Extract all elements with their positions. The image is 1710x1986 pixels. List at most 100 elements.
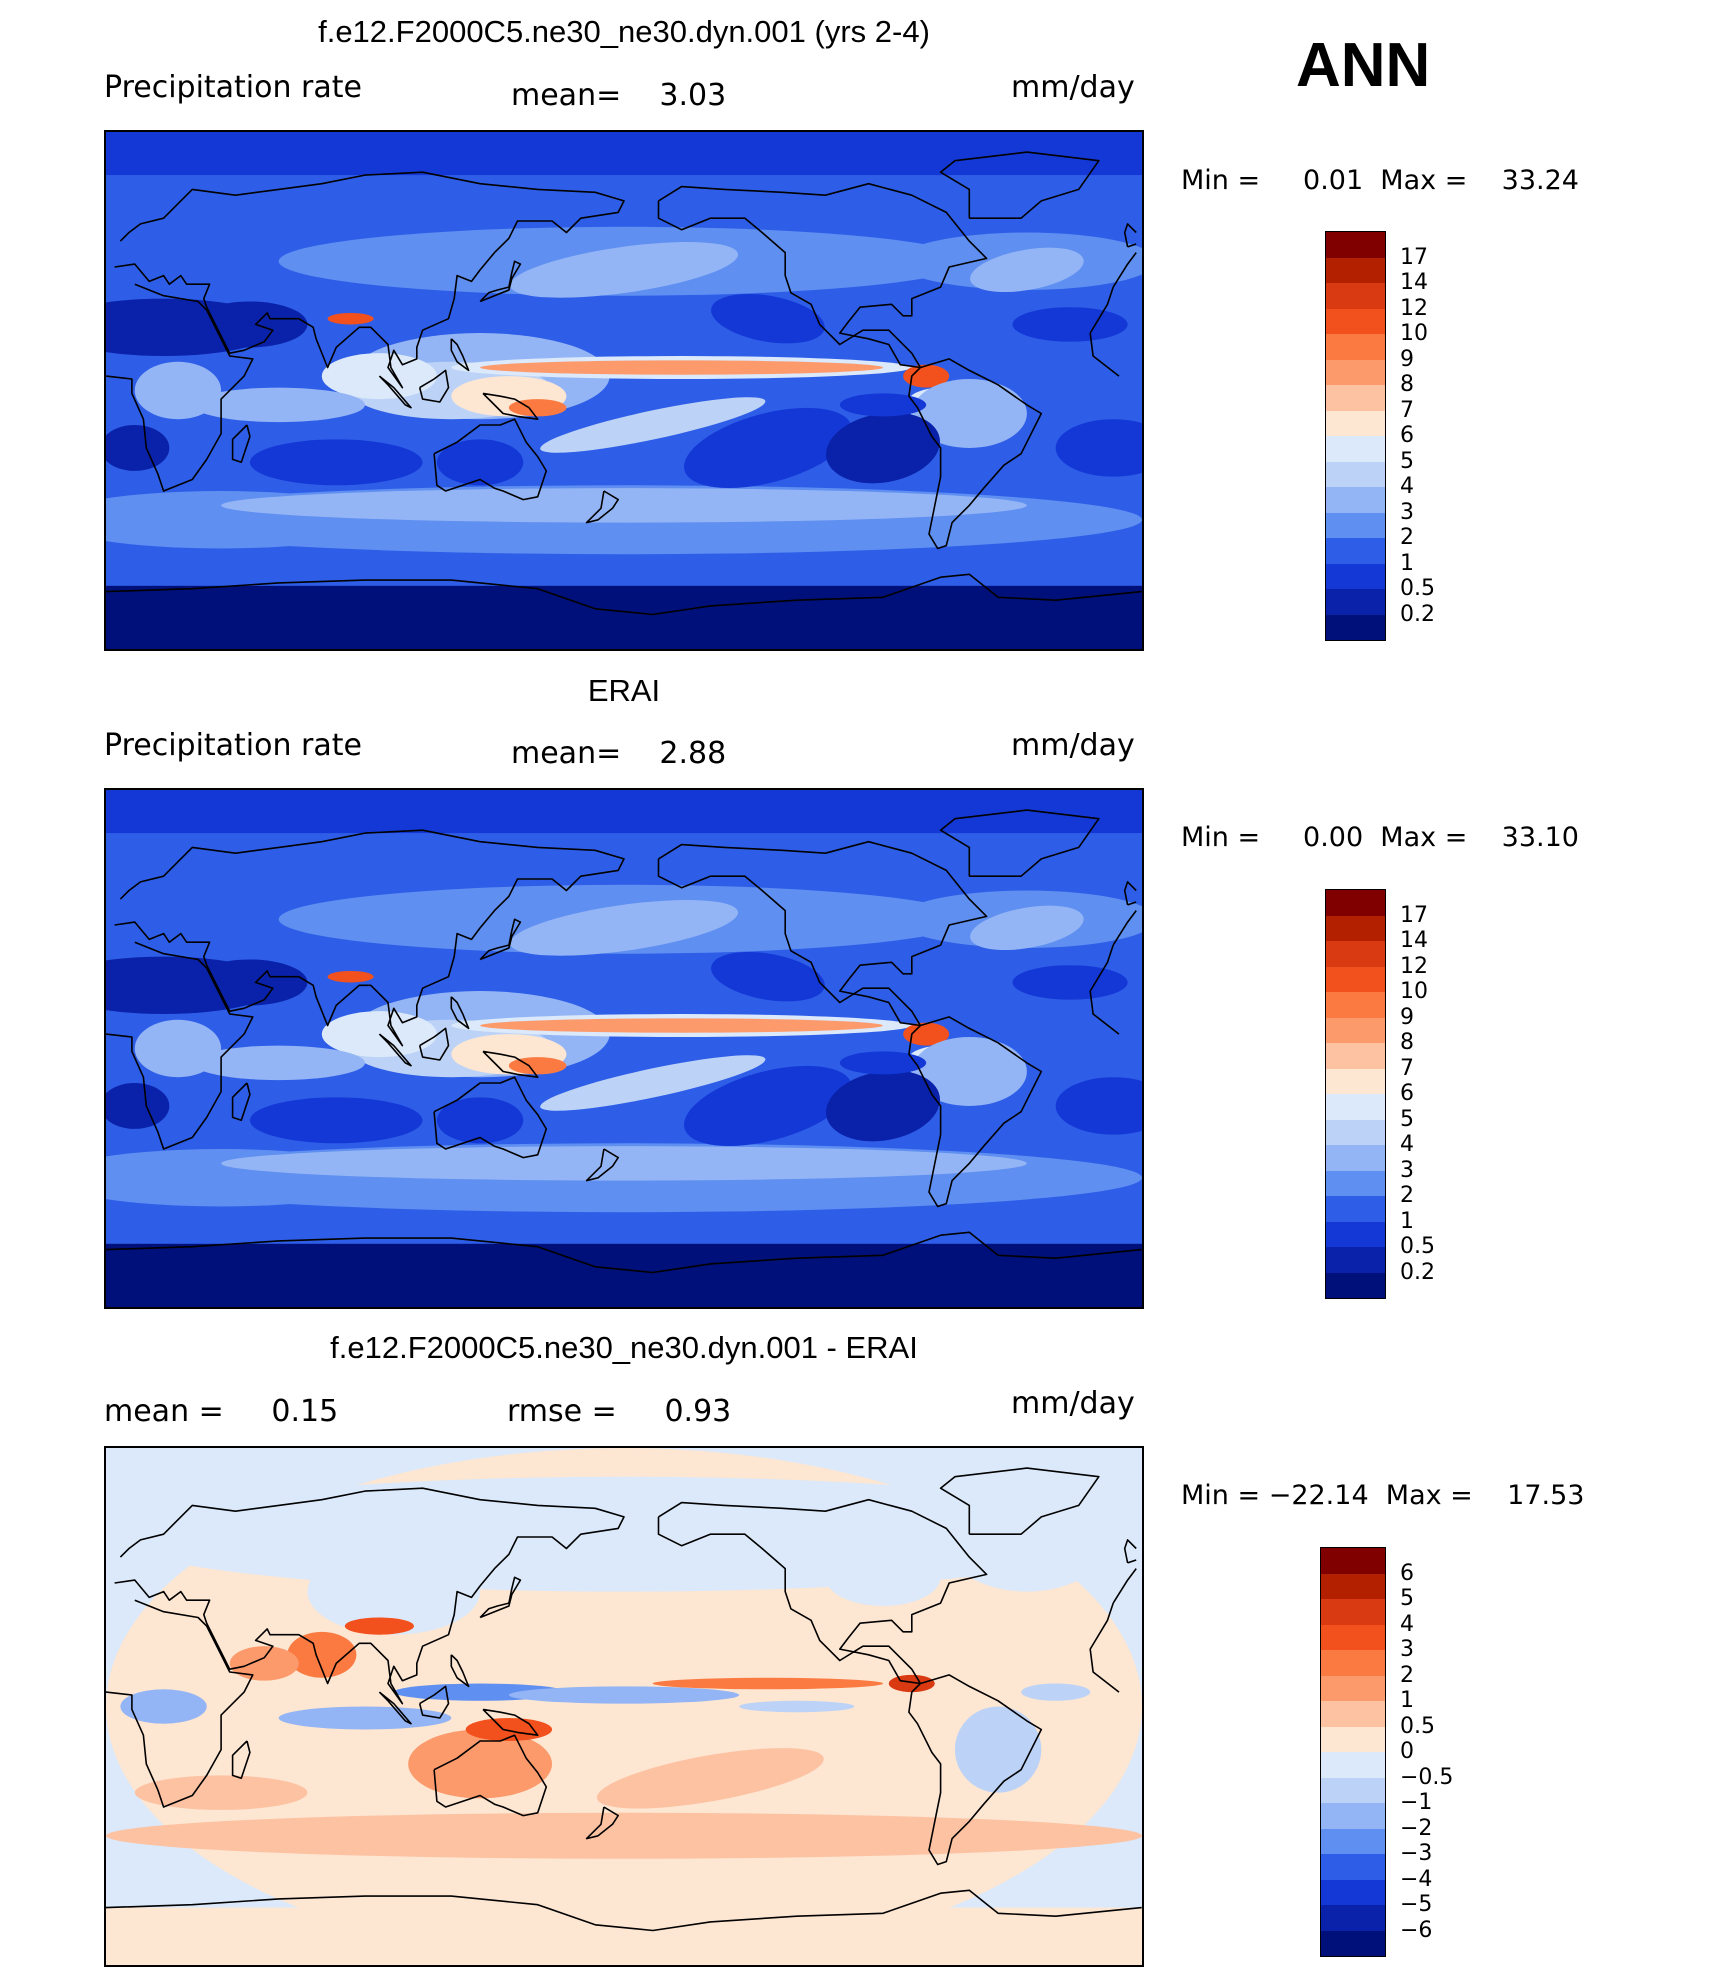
colorbar-swatch — [1321, 1650, 1385, 1677]
precip-region — [509, 900, 739, 956]
difference-map-svg — [106, 1448, 1142, 1965]
precip-region — [1055, 419, 1142, 477]
colorbar-label: 3 — [1400, 1157, 1414, 1183]
precip-region — [903, 1022, 950, 1046]
colorbar-swatch — [1321, 1854, 1385, 1881]
colorbar-swatch — [1326, 257, 1385, 284]
colorbar-label: 17 — [1400, 902, 1428, 928]
colorbar-swatch — [1326, 915, 1385, 942]
colorbar-label: 5 — [1400, 1106, 1414, 1132]
colorbar-swatch — [1326, 487, 1385, 514]
colorbar-swatch — [1326, 614, 1385, 640]
panel-1-left-label: Precipitation rate — [104, 70, 362, 105]
colorbar-swatch — [1326, 410, 1385, 437]
precip-region — [652, 1677, 884, 1690]
colorbar-swatch — [1326, 890, 1385, 917]
panel-3-mean-label: mean = 0.15 — [104, 1394, 339, 1429]
colorbar-swatch — [1326, 992, 1385, 1019]
precip-region — [1012, 965, 1128, 1000]
colorbar-swatch — [1321, 1548, 1385, 1575]
precip-region — [684, 407, 852, 489]
colorbar-swatch — [1326, 1247, 1385, 1274]
precip-region — [508, 1686, 740, 1704]
precip-region — [954, 1706, 1042, 1793]
precip-region — [134, 1019, 222, 1078]
colorbar-swatch — [1326, 359, 1385, 386]
precip-region — [1021, 1683, 1091, 1701]
precip-region — [106, 1082, 170, 1129]
panel-3-rmse-label: rmse = 0.93 — [507, 1394, 732, 1429]
antarctic-band — [106, 1907, 1142, 1965]
colorbar-swatch — [1326, 941, 1385, 968]
precip-region — [970, 905, 1084, 951]
colorbar-label: 17 — [1400, 244, 1428, 270]
panel-3-colorbar — [1320, 1547, 1386, 1957]
panel-2-title: ERAI — [587, 673, 661, 708]
precip-region — [940, 1476, 1114, 1592]
colorbar-label: 12 — [1400, 295, 1428, 321]
precip-region — [287, 1631, 357, 1678]
colorbar-label: 1 — [1400, 1688, 1414, 1713]
colorbar-label: 3 — [1400, 1637, 1414, 1662]
precip-region — [509, 242, 739, 298]
colorbar-label: 1 — [1400, 1208, 1414, 1234]
colorbar-label: 1 — [1400, 550, 1414, 576]
colorbar-swatch — [1321, 1803, 1385, 1830]
panel-3-title: f.e12.F2000C5.ne30_ne30.dyn.001 - ERAI — [330, 1330, 918, 1365]
precip-region — [1055, 1077, 1142, 1135]
precip-region — [134, 1775, 308, 1810]
colorbar-swatch — [1321, 1930, 1385, 1956]
colorbar-swatch — [1326, 1068, 1385, 1095]
colorbar-label: 4 — [1400, 1132, 1414, 1157]
precip-region — [278, 1706, 452, 1730]
precip-region — [826, 412, 940, 484]
precip-region — [249, 1097, 423, 1144]
panel-1-title: f.e12.F2000C5.ne30_ne30.dyn.001 (yrs 2-4… — [318, 14, 930, 49]
panel-3-units: mm/day — [1011, 1386, 1135, 1421]
panel-2-left-label: Precipitation rate — [104, 728, 362, 763]
precip-region — [903, 364, 950, 388]
colorbar-swatch — [1326, 1221, 1385, 1248]
colorbar-swatch — [1326, 589, 1385, 616]
colorbar-label: 8 — [1400, 1030, 1414, 1055]
colorbar-swatch — [1321, 1879, 1385, 1906]
colorbar-label: 3 — [1400, 499, 1414, 525]
colorbar-swatch — [1326, 1145, 1385, 1172]
precip-region — [106, 424, 170, 471]
coastline — [106, 151, 1142, 616]
panel-1-mean-label: mean= 3.03 — [511, 78, 727, 113]
colorbar-label: 0.5 — [1400, 1713, 1435, 1739]
coastline — [106, 1467, 1142, 1932]
panel-1-colorbar — [1325, 231, 1386, 641]
precip-region — [888, 1674, 935, 1693]
panel-1-map — [104, 130, 1144, 651]
arctic-band — [106, 132, 1142, 176]
precip-region — [249, 439, 423, 486]
colorbar-swatch — [1326, 1272, 1385, 1298]
precip-region — [1012, 307, 1128, 342]
panel-2-colorbar — [1325, 889, 1386, 1299]
colorbar-swatch — [1326, 334, 1385, 361]
precip-region — [911, 1037, 1027, 1106]
colorbar-swatch — [1326, 1043, 1385, 1070]
precip-region — [408, 1729, 553, 1799]
colorbar-swatch — [1326, 283, 1385, 310]
colorbar-label: 5 — [1400, 1586, 1414, 1611]
precip-region — [465, 1717, 553, 1741]
panel-2-units: mm/day — [1011, 728, 1135, 763]
colorbar-swatch — [1326, 1017, 1385, 1044]
colorbar-label: 2 — [1400, 1183, 1414, 1208]
precip-region — [192, 1045, 365, 1081]
precip-region — [192, 959, 308, 1006]
colorbar-swatch — [1326, 966, 1385, 993]
season-label: ANN — [1296, 31, 1431, 100]
colorbar-swatch — [1321, 1675, 1385, 1702]
precip-region — [970, 247, 1084, 293]
colorbar-label: 6 — [1400, 1081, 1414, 1106]
colorbar-label: 4 — [1400, 474, 1414, 499]
colorbar-label: −3 — [1400, 1841, 1433, 1866]
colorbar-swatch — [1326, 232, 1385, 259]
colorbar-label: −4 — [1400, 1866, 1433, 1892]
colorbar-label: −6 — [1400, 1917, 1433, 1943]
colorbar-swatch — [1321, 1726, 1385, 1753]
